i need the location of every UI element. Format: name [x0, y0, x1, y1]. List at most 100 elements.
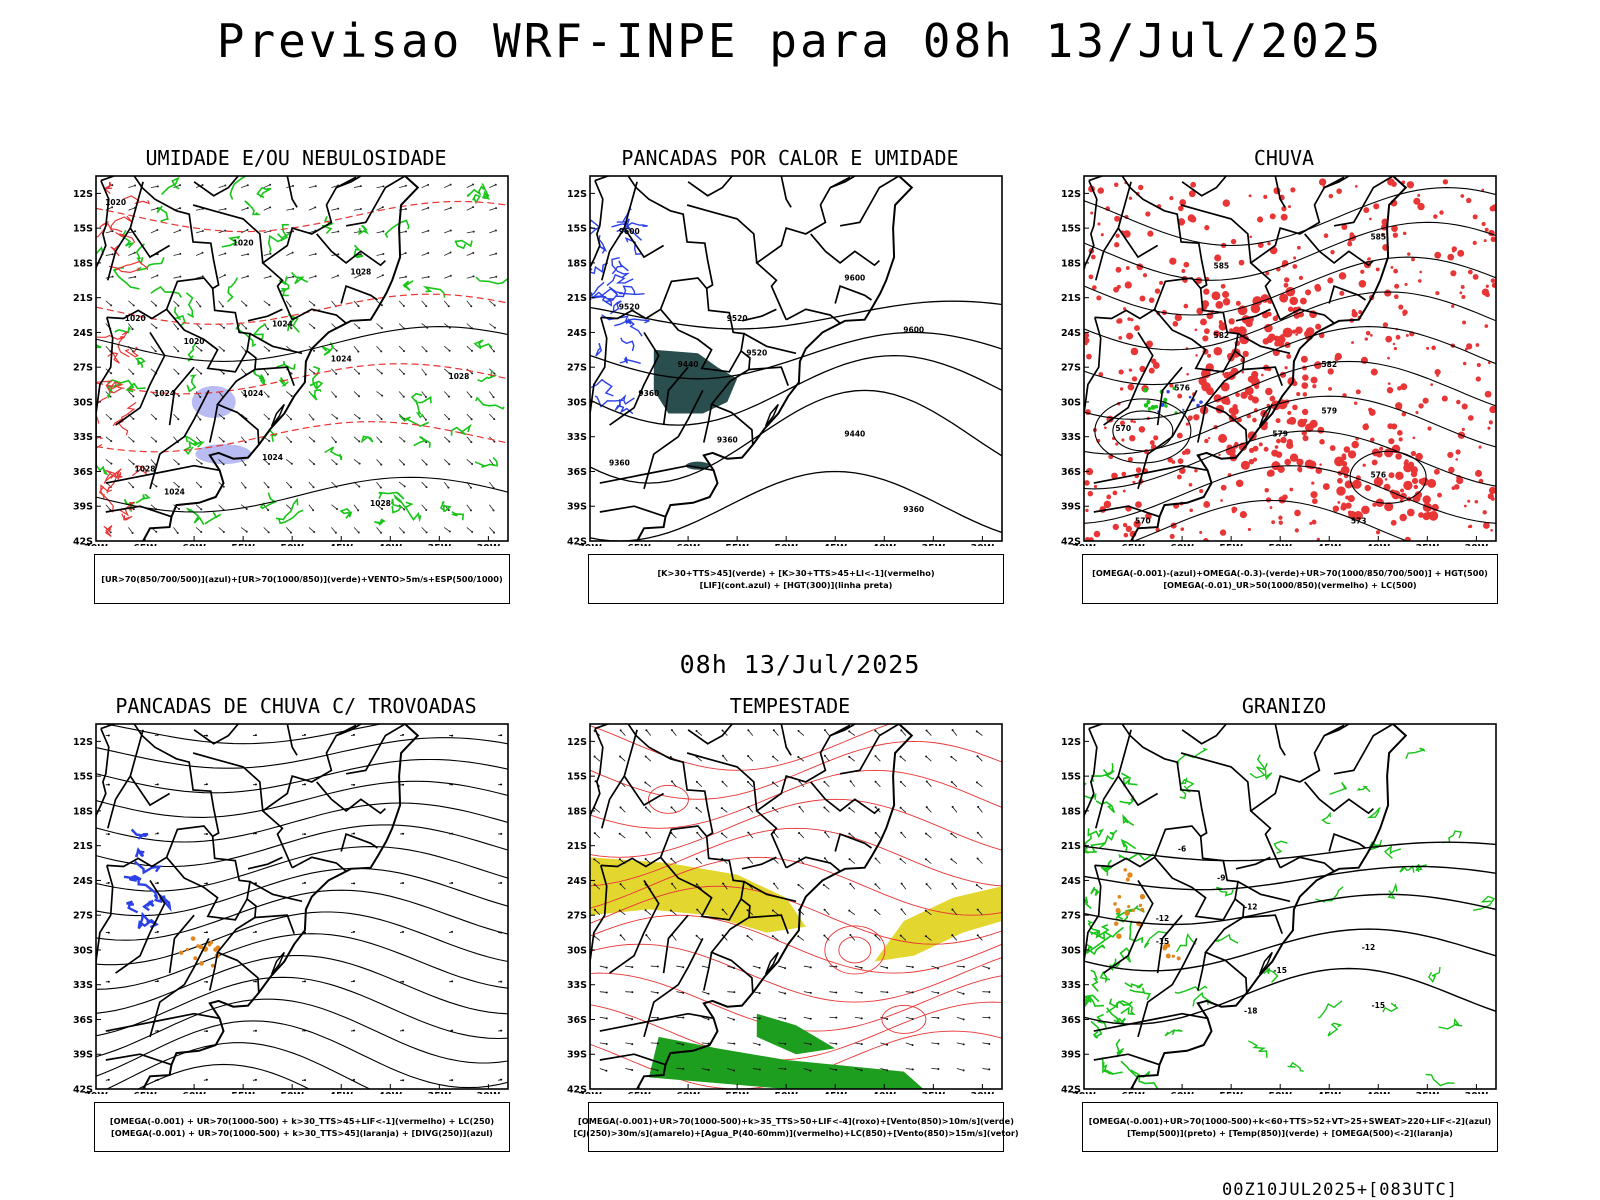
map-pancadas-trovoadas: 12S15S18S21S24S27S30S33S36S39S42S70W65W6…	[73, 723, 509, 1095]
wind-vector-head	[222, 463, 225, 466]
rain-red-cell	[1187, 214, 1196, 222]
rain-red-cell	[1412, 436, 1416, 440]
lon-tick-label: 70W	[84, 543, 108, 546]
wind-vector	[128, 207, 136, 211]
wind-vector-head	[798, 831, 801, 834]
lat-tick-label: 24S	[73, 876, 93, 887]
border-line	[1137, 938, 1198, 1038]
rain-red-cell	[1415, 452, 1423, 461]
temp850-green-contour	[1179, 785, 1191, 800]
wind-vector	[722, 755, 728, 762]
wind-vector	[263, 391, 269, 397]
rain-red-cell	[1466, 197, 1472, 204]
rain-red-cell	[1222, 290, 1230, 299]
wind-vector-head	[177, 463, 180, 466]
wind-vector-head	[593, 832, 596, 835]
temp850-green-contour	[1113, 1016, 1126, 1026]
wind-vector-head	[822, 883, 825, 886]
lat-tick-label: 12S	[567, 189, 587, 200]
wind-vector	[875, 781, 881, 788]
lat-tick-label: 36S	[567, 467, 587, 478]
wind-vector-head	[594, 780, 597, 783]
humidity-green-contour	[481, 183, 491, 200]
map-area: 1020102010241020102010241024102810241028…	[96, 176, 508, 541]
wind-vector	[128, 459, 134, 465]
border-line	[1304, 233, 1374, 267]
border-line	[600, 277, 708, 320]
rain-red-cell	[1287, 410, 1292, 416]
border-line	[599, 464, 714, 484]
wind-vector	[128, 436, 134, 442]
border-line	[1235, 856, 1271, 870]
wind-vector-head	[656, 965, 659, 968]
wind-vector	[444, 230, 451, 234]
wind-vector-head	[358, 327, 361, 330]
rain-red-cell	[1393, 268, 1399, 274]
rain-red-cell	[1204, 438, 1209, 444]
pressure-red-contour	[96, 396, 108, 424]
wind-vector-head	[156, 229, 159, 232]
border-line	[1117, 181, 1159, 259]
lat-tick-label: 33S	[73, 432, 93, 443]
lat-tick-label: 42S	[567, 1085, 587, 1095]
rain-red-cell	[1183, 303, 1189, 309]
rain-red-cell	[1232, 326, 1241, 335]
streamline-arrow-head	[107, 783, 110, 786]
wind-vector-head	[312, 509, 315, 512]
wind-vector	[286, 276, 294, 279]
wind-vector	[619, 756, 626, 762]
streamline-arrow-head	[254, 832, 257, 835]
temp850-green-contour	[1382, 1002, 1399, 1013]
rain-red-cell	[1487, 493, 1494, 500]
wind-vector	[241, 275, 249, 279]
wind-vector-head	[797, 730, 800, 733]
wind-vector-head	[823, 857, 826, 860]
lon-tick-label: 65W	[627, 543, 651, 546]
humidity-green-contour	[378, 491, 405, 500]
wind-vector-head	[201, 251, 204, 254]
streamline	[96, 911, 508, 966]
wind-vector	[803, 1068, 811, 1072]
omega-orange-cell	[1115, 907, 1121, 914]
wind-vector-head	[823, 780, 826, 783]
wind-vector-head	[860, 966, 863, 969]
wind-vector	[599, 991, 607, 993]
streamline-arrow-head	[303, 881, 306, 884]
wind-vector-head	[988, 1068, 991, 1071]
humidity-green-contour	[402, 280, 414, 292]
rain-red-cell	[1312, 384, 1317, 389]
wind-vector	[748, 832, 754, 839]
rain-red-cell	[1395, 453, 1402, 460]
wind-vector	[128, 230, 136, 234]
streamline-arrow-head	[205, 980, 208, 983]
hgt300-contour	[590, 300, 1002, 330]
wind-vector	[696, 756, 703, 762]
streamline-arrow-head	[451, 882, 454, 885]
temp850-green-contour	[1428, 966, 1441, 984]
legend-line-1: [OMEGA(-0.001)-(azul)+OMEGA(-0.3)-(verde…	[1092, 568, 1488, 578]
wind-vector-head	[403, 440, 406, 443]
wind-vector	[747, 935, 754, 941]
wind-vector-head	[835, 1068, 838, 1071]
rain-red-cell	[1323, 233, 1329, 239]
wind-vector-head	[179, 252, 182, 255]
wind-vector	[701, 1042, 709, 1045]
wind-vector-head	[110, 372, 113, 375]
rain-red-cell	[1196, 307, 1204, 315]
wind850-green-area	[756, 1013, 836, 1055]
lat-tick-label: 18S	[73, 258, 93, 269]
wind-vector-head	[425, 486, 428, 489]
lon-tick-label: 60W	[676, 1091, 700, 1094]
rain-red-cell	[1177, 218, 1186, 226]
rain-red-cell	[1122, 489, 1126, 493]
wind-vector	[353, 504, 359, 511]
lat-tick-label: 42S	[73, 1085, 93, 1095]
wind-vector-head	[835, 1042, 838, 1045]
wind-vector-head	[472, 230, 475, 233]
panel-title: PANCADAS DE CHUVA C/ TROVOADAS	[115, 694, 477, 718]
rain-red-cell	[1347, 510, 1353, 515]
rain-red-cell	[1415, 411, 1419, 415]
wind-vector	[671, 729, 677, 736]
thickness-contour	[96, 363, 508, 395]
border-line	[149, 938, 210, 1038]
